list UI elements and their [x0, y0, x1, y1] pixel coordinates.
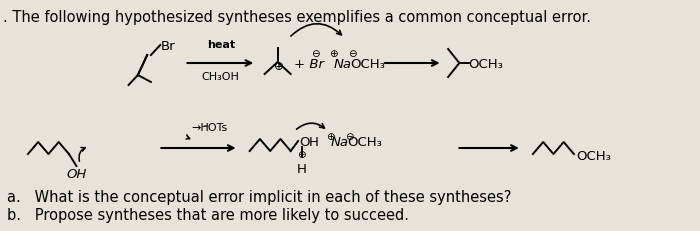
Text: OCH₃: OCH₃	[576, 149, 610, 162]
Text: ⊕: ⊕	[274, 61, 284, 73]
Text: a.   What is the conceptual error implicit in each of these syntheses?: a. What is the conceptual error implicit…	[8, 190, 512, 205]
Text: ⊕: ⊕	[326, 132, 335, 142]
Text: Na: Na	[330, 137, 349, 149]
Text: ⊖: ⊖	[312, 49, 320, 59]
Text: ⁻OTs: ⁻OTs	[202, 123, 228, 133]
Text: ⊕: ⊕	[329, 49, 337, 59]
FancyArrowPatch shape	[186, 135, 190, 139]
Text: OH: OH	[66, 168, 87, 181]
Text: b.   Propose syntheses that are more likely to succeed.: b. Propose syntheses that are more likel…	[8, 208, 409, 223]
Text: ⊖: ⊖	[344, 132, 354, 142]
Text: ⊕: ⊕	[297, 150, 305, 160]
Text: ⊖: ⊖	[347, 49, 356, 59]
Text: . The following hypothesized syntheses exemplifies a common conceptual error.: . The following hypothesized syntheses e…	[3, 10, 591, 25]
Text: →H: →H	[191, 123, 209, 133]
Text: Br: Br	[161, 40, 176, 52]
Text: heat: heat	[206, 40, 235, 50]
Text: + Br: + Br	[295, 58, 324, 70]
Text: Na: Na	[333, 58, 351, 70]
FancyArrowPatch shape	[79, 148, 85, 161]
FancyArrowPatch shape	[297, 123, 324, 129]
FancyArrowPatch shape	[290, 24, 342, 36]
Text: OCH₃: OCH₃	[468, 58, 503, 72]
Text: H: H	[297, 163, 307, 176]
Text: H: H	[309, 137, 318, 149]
Text: OCH₃: OCH₃	[347, 137, 382, 149]
Text: CH₃OH: CH₃OH	[202, 72, 239, 82]
Text: OCH₃: OCH₃	[350, 58, 385, 70]
Text: O: O	[299, 137, 309, 149]
